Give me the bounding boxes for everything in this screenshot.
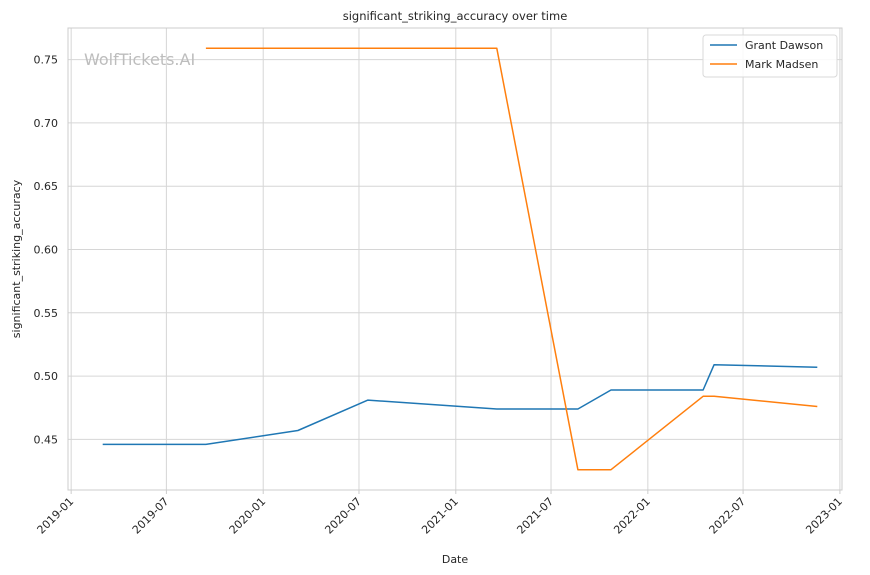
series-line-mark-madsen — [205, 47, 818, 471]
y-tick-label: 0.70 — [34, 117, 59, 130]
y-tick-label: 0.75 — [34, 54, 59, 67]
legend-label-grant-dawson: Grant Dawson — [745, 39, 823, 52]
y-tick-label: 0.65 — [34, 180, 59, 193]
grid — [68, 28, 842, 490]
y-tick-label: 0.45 — [34, 433, 59, 446]
series-line-grant-dawson — [102, 363, 818, 446]
watermark: WolfTickets.AI — [84, 50, 195, 69]
x-axis-label: Date — [442, 553, 469, 566]
y-tick-label: 0.55 — [34, 307, 59, 320]
y-tick-label: 0.50 — [34, 370, 59, 383]
series-lines — [102, 47, 818, 471]
legend: Grant Dawson Mark Madsen — [702, 34, 838, 78]
legend-label-mark-madsen: Mark Madsen — [745, 58, 818, 71]
chart-title: significant_striking_accuracy over time — [343, 9, 568, 23]
y-tick-label: 0.60 — [34, 244, 59, 257]
y-axis-label: significant_striking_accuracy — [10, 179, 23, 338]
plot-frame — [67, 27, 843, 491]
